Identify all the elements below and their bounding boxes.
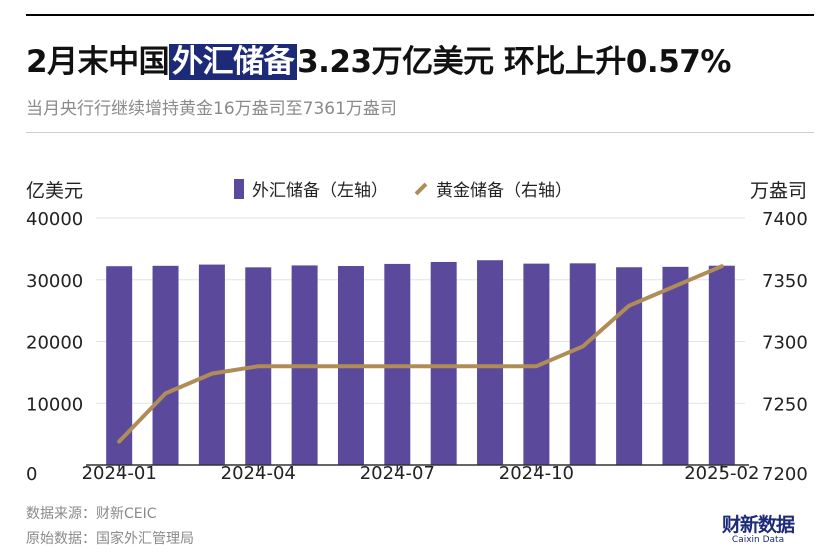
- legend-bar-swatch: [234, 178, 244, 199]
- right-axis-unit: 万盎司: [750, 180, 808, 202]
- left-tick-label: 30000: [26, 271, 83, 292]
- x-tick-label: 2024-07: [360, 463, 435, 484]
- bar-fx-reserves: [708, 265, 735, 465]
- right-tick-label: 7300: [762, 333, 808, 354]
- x-tick-label: 2024-01: [82, 463, 157, 484]
- brand-name: 财新数据: [722, 514, 795, 536]
- chart-title: 2月末中国外汇储备3.23万亿美元 环比上升0.57%: [26, 40, 731, 84]
- bar-fx-reserves: [477, 260, 504, 465]
- legend-bar-label: 外汇储备（左轴）: [252, 181, 388, 201]
- bar-fx-reserves: [198, 264, 225, 465]
- line-gold-reserves: [117, 264, 724, 444]
- title-prefix: 2月末中国: [26, 44, 170, 80]
- left-axis-unit: 亿美元: [26, 180, 84, 202]
- left-tick-label: 40000: [26, 209, 83, 230]
- x-tick-label: 2024-04: [221, 463, 296, 484]
- right-tick-label: 7200: [762, 464, 808, 485]
- bar-fx-reserves: [662, 266, 689, 465]
- title-highlight: 外汇储备: [169, 44, 298, 80]
- chart-plot: 0 10000 20000 30000 40000 7200 7250 7300 7350 740…: [26, 209, 808, 485]
- right-tick-label: 7350: [762, 271, 808, 292]
- right-tick-label: 7400: [762, 209, 808, 230]
- footer-original-data: 原始数据：国家外汇管理局: [26, 531, 194, 547]
- left-tick-label: 10000: [26, 394, 83, 415]
- bar-fx-reserves: [569, 263, 596, 465]
- bar-fx-reserves: [616, 267, 643, 465]
- left-tick-label: 0: [26, 464, 37, 485]
- chart-subtitle: 当月央行行继续增持黄金16万盎司至7361万盎司: [26, 99, 397, 119]
- legend: 外汇储备（左轴） 黄金储备（右轴）: [234, 176, 572, 201]
- bar-fx-reserves: [152, 265, 179, 465]
- separator-rule: [26, 132, 814, 133]
- bar-fx-reserves: [106, 266, 133, 465]
- x-tick-label: 2024-10: [499, 463, 574, 484]
- top-rule: [26, 14, 814, 16]
- brand-sub: Caixin Data: [731, 535, 785, 545]
- legend-line-label: 黄金储备（右轴）: [436, 181, 572, 201]
- x-tick-label: 2025-02: [684, 463, 759, 484]
- brand-logo: 财新数据 Caixin Data: [722, 510, 795, 545]
- footer-source: 数据来源：财新CEIC: [26, 506, 157, 522]
- right-tick-label: 7250: [762, 394, 808, 415]
- left-tick-label: 20000: [26, 333, 83, 354]
- title-suffix: 3.23万亿美元 环比上升0.57%: [297, 44, 731, 80]
- bar-fx-reserves: [430, 261, 457, 465]
